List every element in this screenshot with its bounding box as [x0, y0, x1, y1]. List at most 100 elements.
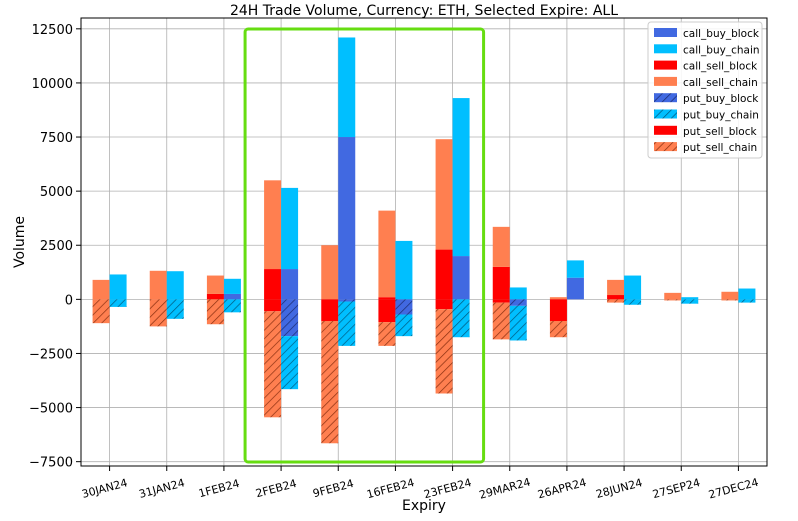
bar-call_sell_block-23FEB24	[435, 249, 453, 300]
x-tick-label: 29MAR24	[478, 476, 532, 502]
bar-call_sell_chain-23FEB24	[435, 139, 453, 250]
bar-call_sell_chain-26APR24	[549, 297, 567, 300]
legend-swatch-call_sell_chain	[654, 76, 677, 86]
bar-call_buy_chain-23FEB24	[452, 98, 470, 257]
bar-put_sell_block-16FEB24	[378, 299, 396, 323]
bar-put_sell_block-29MAR24	[492, 299, 510, 303]
legend-label-put_buy_chain: put_buy_chain	[683, 110, 759, 122]
bar-call_sell_chain-16FEB24	[378, 210, 396, 298]
bar-put_sell_chain-23FEB24	[435, 309, 453, 394]
y-tick-label: −5000	[29, 402, 73, 417]
legend: call_buy_block call_buy_chain call_sell_bl…	[647, 21, 763, 159]
bar-put_sell_chain-27SEP24	[664, 299, 682, 301]
legend-label-call_sell_chain: call_sell_chain	[683, 77, 758, 89]
bar-call_buy_block-9FEB24	[338, 137, 356, 300]
bar-put_sell_chain-16FEB24	[378, 322, 396, 346]
bar-call_sell_chain-28JUN24	[607, 279, 625, 296]
bar-put_buy_block-2FEB24	[281, 299, 299, 337]
legend-swatch-put_buy_block	[654, 93, 677, 103]
bar-put_buy_chain-23FEB24	[452, 299, 470, 338]
bar-call_buy_chain-31JAN24	[166, 271, 184, 300]
x-tick-label: 30JAN24	[80, 476, 129, 501]
bar-put_sell_block-9FEB24	[321, 299, 339, 321]
bar-call_buy_chain-16FEB24	[395, 240, 413, 300]
bar-put_buy_chain-28JUN24	[624, 299, 642, 305]
bar-call_sell_chain-31JAN24	[149, 270, 167, 300]
bar-put_sell_chain-27DEC24	[721, 299, 739, 301]
bar-call_sell_block-2FEB24	[264, 269, 282, 300]
bar-call_buy_chain-29MAR24	[509, 287, 527, 300]
bar-call_sell_block-28JUN24	[607, 295, 625, 300]
y-tick-label: 0	[65, 293, 73, 308]
x-tick-label: 1FEB24	[197, 477, 241, 500]
bar-call_sell_chain-9FEB24	[321, 245, 339, 300]
y-tick-label: 10000	[32, 77, 73, 92]
bar-call_buy_chain-27DEC24	[738, 288, 756, 300]
highlight-box	[243, 27, 486, 464]
x-axis-ticks: 30JAN24 31JAN24 1FEB24 2FEB24 9FEB24 16FEB24 2…	[80, 466, 760, 502]
bar-call_buy_chain-1FEB24	[223, 278, 241, 294]
x-axis-label: Expiry	[402, 498, 446, 514]
bar-put_buy_chain-1FEB24	[223, 299, 241, 313]
bar-put_sell_chain-30JAN24	[92, 299, 110, 324]
legend-swatch-call_buy_chain	[654, 44, 677, 54]
bar-put_buy_chain-31JAN24	[166, 299, 184, 319]
bar-put_buy_chain-9FEB24	[338, 301, 356, 346]
bar-put_buy_chain-30JAN24	[109, 299, 127, 307]
y-axis-ticks: −7500 −5000 −2500 0 2500 5000 7500 10000 12500	[29, 23, 81, 471]
legend-frame	[647, 21, 763, 159]
x-tick-label: 26APR24	[536, 476, 587, 501]
legend-label-call_sell_block: call_sell_block	[683, 61, 758, 73]
legend-swatch-call_sell_block	[654, 60, 677, 70]
y-tick-label: 2500	[40, 239, 73, 254]
bar-put_buy_block-16FEB24	[395, 299, 413, 315]
bar-call_buy_chain-9FEB24	[338, 37, 356, 138]
bar-call_buy_chain-30JAN24	[109, 274, 127, 300]
y-tick-label: 7500	[40, 131, 73, 146]
bar-put_sell_chain-2FEB24	[264, 311, 282, 418]
bar-put_buy_chain-27DEC24	[738, 299, 756, 303]
chart-title: 24H Trade Volume, Currency: ETH, Selecte…	[230, 3, 618, 19]
bar-put_buy_block-9FEB24	[338, 299, 356, 302]
bar-put_buy_chain-27SEP24	[681, 299, 699, 304]
x-tick-label: 2FEB24	[254, 477, 298, 500]
bar-call_sell_chain-2FEB24	[264, 180, 282, 270]
bar-put_sell_block-23FEB24	[435, 299, 453, 310]
bar-put_sell_chain-1FEB24	[206, 299, 224, 325]
legend-swatch-put_buy_chain	[654, 109, 677, 119]
bar-call_sell_block-16FEB24	[378, 297, 396, 300]
legend-swatch-put_sell_chain	[654, 142, 677, 152]
bar-put_sell_chain-28JUN24	[607, 299, 625, 303]
bar-put_buy_chain-16FEB24	[395, 314, 413, 337]
bar-call_sell_block-29MAR24	[492, 266, 510, 300]
y-tick-label: −7500	[29, 456, 73, 471]
bar-call_buy_block-1FEB24	[223, 293, 241, 300]
bar-call_buy_chain-26APR24	[566, 260, 584, 278]
legend-label-put_buy_block: put_buy_block	[683, 93, 759, 105]
bar-put_sell_chain-9FEB24	[321, 320, 339, 444]
legend-label-call_buy_block: call_buy_block	[683, 28, 760, 40]
legend-swatch-call_buy_block	[654, 28, 677, 37]
bar-call_buy_block-2FEB24	[281, 269, 299, 300]
legend-swatch-put_sell_block	[654, 125, 677, 135]
y-tick-label: −2500	[29, 347, 73, 362]
bar-put_buy_chain-2FEB24	[281, 336, 299, 390]
bar-call_sell_chain-27SEP24	[664, 292, 682, 300]
x-tick-label: 27DEC24	[707, 476, 760, 502]
bar-put_sell_chain-26APR24	[549, 320, 567, 338]
bar-put_buy_chain-29MAR24	[509, 305, 527, 341]
y-tick-label: 5000	[40, 185, 73, 200]
y-axis-label: Volume	[12, 216, 28, 268]
bar-call_sell_chain-27DEC24	[721, 291, 739, 300]
plot-frame	[80, 17, 768, 467]
x-tick-label: 27SEP24	[651, 476, 701, 501]
bar-call_sell_chain-30JAN24	[92, 279, 110, 300]
bar-call_sell_chain-1FEB24	[206, 275, 224, 294]
legend-label-put_sell_block: put_sell_block	[683, 126, 757, 138]
y-tick-label: 12500	[32, 23, 73, 38]
bar-call_buy_block-26APR24	[566, 277, 584, 300]
bar-call_buy_block-23FEB24	[452, 256, 470, 300]
legend-label-call_buy_chain: call_buy_chain	[683, 44, 760, 56]
bar-put_sell_block-2FEB24	[264, 299, 282, 312]
